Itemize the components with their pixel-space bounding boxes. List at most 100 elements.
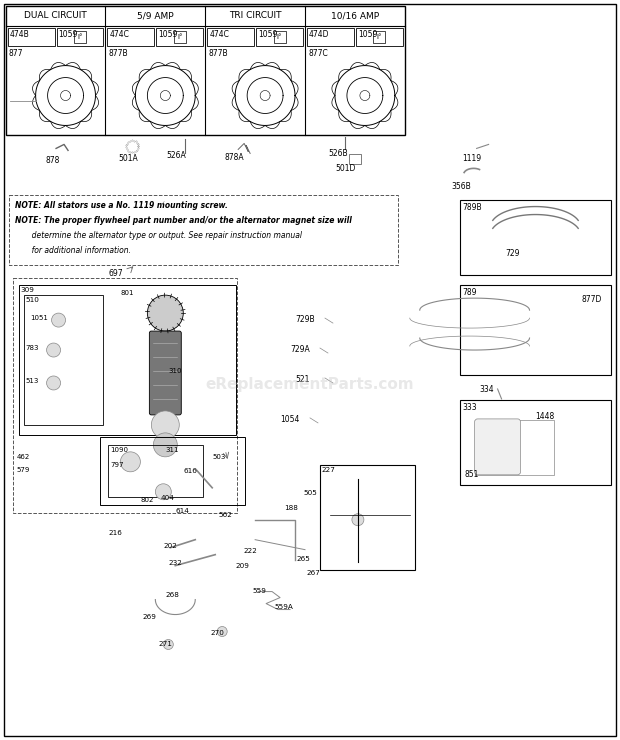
Text: 265: 265 <box>296 556 310 562</box>
Text: 462: 462 <box>17 454 30 460</box>
Text: 270: 270 <box>210 630 224 636</box>
Text: 1090: 1090 <box>110 447 128 453</box>
Text: 526A: 526A <box>166 152 186 161</box>
Bar <box>24 295 104 425</box>
Text: 474D: 474D <box>309 30 329 38</box>
Text: 222: 222 <box>243 548 257 554</box>
Text: 729: 729 <box>505 249 520 258</box>
Text: eReplacementParts.com: eReplacementParts.com <box>206 377 414 392</box>
Bar <box>9 195 398 265</box>
Text: for additional information.: for additional information. <box>15 246 131 255</box>
Text: I°: I° <box>177 33 182 40</box>
Bar <box>156 27 203 46</box>
Bar <box>475 420 554 475</box>
Bar <box>256 27 303 46</box>
Text: 404: 404 <box>161 495 174 501</box>
Text: I°: I° <box>78 33 82 40</box>
Text: 510: 510 <box>25 297 40 303</box>
Bar <box>307 27 354 46</box>
Text: 216: 216 <box>108 530 122 536</box>
Text: I°: I° <box>376 33 382 40</box>
Text: 1059: 1059 <box>158 30 178 38</box>
Text: NOTE: The proper flywheel part number and/or the alternator magnet size will: NOTE: The proper flywheel part number an… <box>15 216 352 225</box>
Text: 797: 797 <box>110 462 124 468</box>
Text: 311: 311 <box>166 447 179 453</box>
Circle shape <box>151 411 179 439</box>
Text: 267: 267 <box>306 570 320 576</box>
Text: NOTE: All stators use a No. 1119 mounting screw.: NOTE: All stators use a No. 1119 mountin… <box>15 201 228 210</box>
Circle shape <box>46 376 61 390</box>
Text: 878: 878 <box>46 156 60 166</box>
Text: 333: 333 <box>463 403 477 412</box>
Bar <box>108 445 203 497</box>
Text: 1059: 1059 <box>258 30 278 38</box>
Text: I°: I° <box>277 33 282 40</box>
Text: 474B: 474B <box>10 30 29 38</box>
Bar <box>12 278 237 513</box>
Bar <box>6 6 405 135</box>
Circle shape <box>153 433 177 457</box>
Circle shape <box>46 343 61 357</box>
Text: ✓: ✓ <box>161 201 166 207</box>
Text: TRI CIRCUIT: TRI CIRCUIT <box>229 11 281 20</box>
Text: 616: 616 <box>184 468 197 474</box>
Text: 851: 851 <box>464 470 479 479</box>
Text: 188: 188 <box>284 505 298 511</box>
Bar <box>349 155 361 164</box>
Text: 877D: 877D <box>582 295 602 304</box>
Circle shape <box>148 295 184 331</box>
Text: determine the alternator type or output. See repair instruction manual: determine the alternator type or output.… <box>15 232 302 240</box>
Bar <box>373 30 386 43</box>
Text: 526B: 526B <box>328 149 348 158</box>
Circle shape <box>352 514 364 525</box>
Text: 559: 559 <box>252 588 266 593</box>
Text: 209: 209 <box>235 562 249 568</box>
Text: 356B: 356B <box>452 182 471 192</box>
Text: 729B: 729B <box>295 315 315 324</box>
Bar <box>320 465 415 570</box>
Circle shape <box>51 313 66 327</box>
Text: 559A: 559A <box>274 604 293 610</box>
Text: 1059: 1059 <box>358 30 377 38</box>
Text: 474C: 474C <box>110 30 130 38</box>
Bar <box>459 201 611 275</box>
Text: 877: 877 <box>9 49 23 58</box>
Text: 268: 268 <box>166 591 179 598</box>
Circle shape <box>163 639 174 650</box>
Text: 227: 227 <box>322 467 336 473</box>
Bar <box>174 30 186 43</box>
Text: 579: 579 <box>17 467 30 473</box>
Text: 1119: 1119 <box>463 155 482 164</box>
Text: 877C: 877C <box>308 49 328 58</box>
Text: 789B: 789B <box>463 204 482 212</box>
Text: 10/16 AMP: 10/16 AMP <box>331 11 379 20</box>
FancyBboxPatch shape <box>149 331 181 415</box>
Text: 614: 614 <box>175 508 189 514</box>
Text: 1051: 1051 <box>30 315 48 321</box>
Text: DUAL CIRCUIT: DUAL CIRCUIT <box>24 11 87 20</box>
Text: 501A: 501A <box>118 155 138 164</box>
Text: 1054: 1054 <box>280 415 299 424</box>
Text: 501D: 501D <box>335 164 355 173</box>
Circle shape <box>217 627 227 636</box>
Text: 877B: 877B <box>108 49 128 58</box>
Text: 232: 232 <box>168 559 182 565</box>
Bar <box>459 400 611 485</box>
Text: 513: 513 <box>25 378 39 384</box>
Text: 310: 310 <box>168 368 182 374</box>
Text: 334: 334 <box>480 385 494 394</box>
FancyBboxPatch shape <box>475 419 521 475</box>
Bar <box>459 285 611 375</box>
Circle shape <box>156 484 171 500</box>
Bar <box>7 27 55 46</box>
Text: 729A: 729A <box>290 345 310 354</box>
Circle shape <box>120 452 140 472</box>
Bar <box>100 437 245 505</box>
Text: 503: 503 <box>212 454 226 460</box>
Bar <box>107 27 154 46</box>
Text: 878A: 878A <box>224 153 244 162</box>
Bar <box>74 30 86 43</box>
Text: 1448: 1448 <box>536 412 555 421</box>
Text: 1059: 1059 <box>58 30 78 38</box>
Bar <box>56 27 104 46</box>
